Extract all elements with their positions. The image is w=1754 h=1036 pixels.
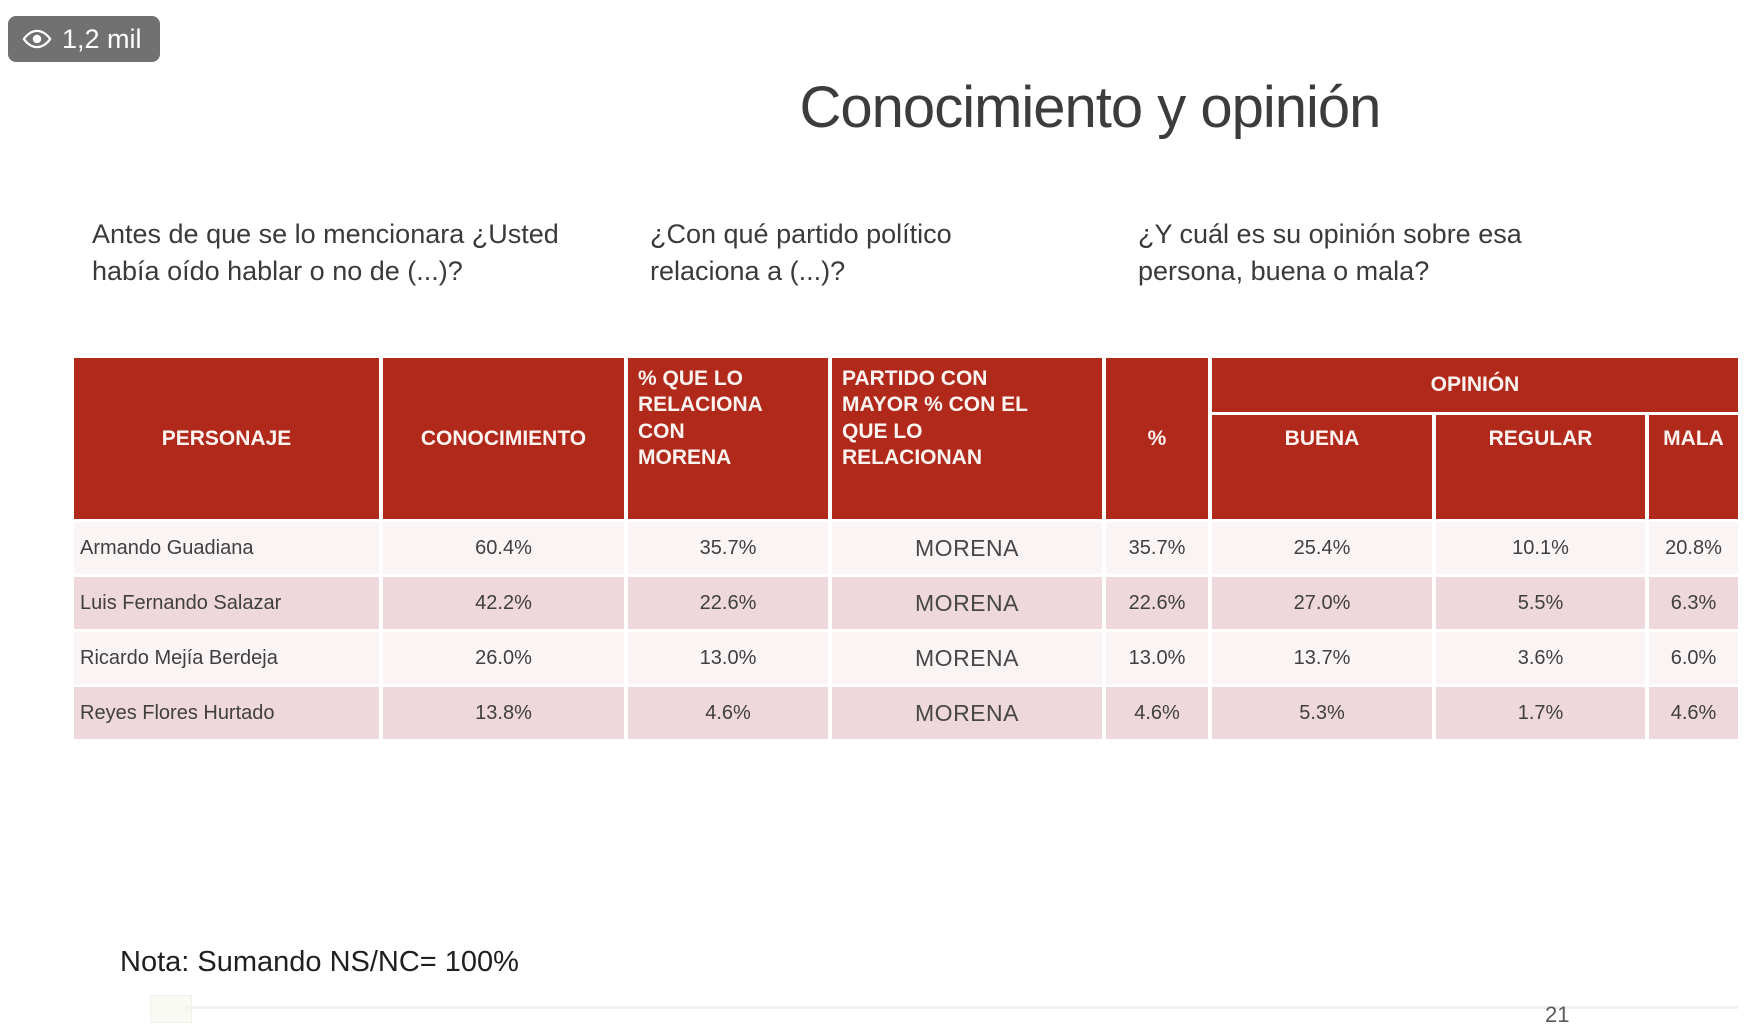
cell-relaciona: 4.6% bbox=[628, 687, 828, 739]
cell-mala: 6.3% bbox=[1649, 577, 1738, 629]
cell-mala: 4.6% bbox=[1649, 687, 1738, 739]
col-header-opinion-group: OPINIÓN bbox=[1212, 358, 1738, 412]
col-header-relaciona-morena: % QUE LO RELACIONA CON MORENA bbox=[628, 358, 828, 519]
cell-buena: 27.0% bbox=[1212, 577, 1432, 629]
view-count-badge: 1,2 mil bbox=[8, 16, 160, 62]
cell-buena: 5.3% bbox=[1212, 687, 1432, 739]
col-header-partido: PARTIDO CON MAYOR % CON EL QUE LO RELACI… bbox=[832, 358, 1102, 519]
view-count-label: 1,2 mil bbox=[62, 23, 142, 54]
cell-conocimiento: 26.0% bbox=[383, 632, 624, 684]
footnote: Nota: Sumando NS/NC= 100% bbox=[120, 946, 519, 978]
cell-regular: 1.7% bbox=[1436, 687, 1645, 739]
cell-relaciona: 22.6% bbox=[628, 577, 828, 629]
cell-personaje: Armando Guadiana bbox=[74, 522, 379, 574]
question-opinion: ¿Y cuál es su opinión sobre esa persona,… bbox=[1138, 219, 1522, 287]
cell-conocimiento: 13.8% bbox=[383, 687, 624, 739]
cell-partido: MORENA bbox=[832, 632, 1102, 684]
cell-conocimiento: 42.2% bbox=[383, 577, 624, 629]
cell-buena: 13.7% bbox=[1212, 632, 1432, 684]
eye-icon bbox=[22, 24, 52, 54]
results-table: PERSONAJE CONOCIMIENTO % QUE LO RELACION… bbox=[74, 358, 1738, 739]
cell-relaciona: 35.7% bbox=[628, 522, 828, 574]
col-header-mala: MALA bbox=[1649, 415, 1738, 519]
cell-regular: 10.1% bbox=[1436, 522, 1645, 574]
col-header-conocimiento: CONOCIMIENTO bbox=[383, 358, 624, 519]
question-partido: ¿Con qué partido político relaciona a (.… bbox=[650, 219, 952, 287]
slide-title: Conocimiento y opinión bbox=[799, 75, 1382, 140]
cell-mala: 6.0% bbox=[1649, 632, 1738, 684]
cell-regular: 3.6% bbox=[1436, 632, 1645, 684]
col-header-pct: % bbox=[1106, 358, 1208, 519]
question-conocimiento: Antes de que se lo mencionara ¿Usted hab… bbox=[92, 219, 559, 287]
col-header-buena: BUENA bbox=[1212, 415, 1432, 519]
cell-mala: 20.8% bbox=[1649, 522, 1738, 574]
cell-regular: 5.5% bbox=[1436, 577, 1645, 629]
cell-personaje: Reyes Flores Hurtado bbox=[74, 687, 379, 739]
cell-personaje: Luis Fernando Salazar bbox=[74, 577, 379, 629]
cell-pct: 13.0% bbox=[1106, 632, 1208, 684]
cell-conocimiento: 60.4% bbox=[383, 522, 624, 574]
faint-watermark-box bbox=[150, 995, 192, 1023]
cell-pct: 4.6% bbox=[1106, 687, 1208, 739]
col-header-regular: REGULAR bbox=[1436, 415, 1645, 519]
faint-divider-line bbox=[186, 1006, 1738, 1009]
cell-partido: MORENA bbox=[832, 577, 1102, 629]
cell-partido: MORENA bbox=[832, 687, 1102, 739]
cell-personaje: Ricardo Mejía Berdeja bbox=[74, 632, 379, 684]
page-number: 21 bbox=[1545, 1002, 1570, 1027]
cell-pct: 22.6% bbox=[1106, 577, 1208, 629]
cell-buena: 25.4% bbox=[1212, 522, 1432, 574]
col-header-personaje: PERSONAJE bbox=[74, 358, 379, 519]
cell-relaciona: 13.0% bbox=[628, 632, 828, 684]
cell-pct: 35.7% bbox=[1106, 522, 1208, 574]
cell-partido: MORENA bbox=[832, 522, 1102, 574]
